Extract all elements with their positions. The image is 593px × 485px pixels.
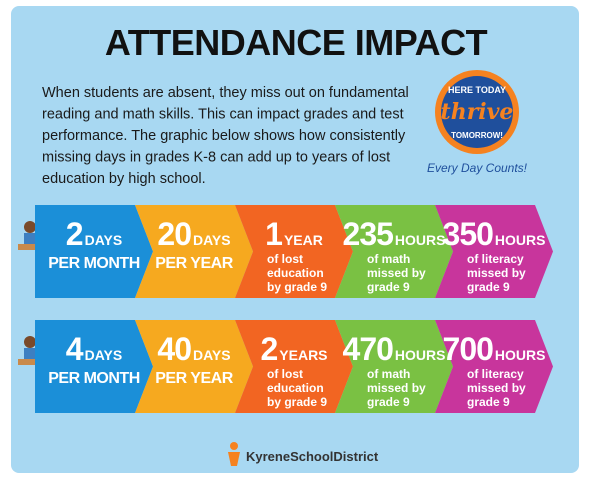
detail: missed by — [367, 266, 426, 280]
headline: 4 DAYS — [66, 331, 122, 367]
unit: DAYS — [193, 347, 231, 363]
detail: PER MONTH — [48, 370, 140, 387]
detail: PER YEAR — [155, 255, 233, 272]
footer: KyreneSchoolDistrict — [228, 442, 379, 466]
arrow — [35, 320, 153, 413]
detail: of lost — [267, 252, 303, 266]
detail: missed by — [367, 381, 426, 395]
unit: HOURS — [495, 347, 546, 363]
headline: 350 HOURS — [443, 216, 546, 252]
detail: by grade 9 — [267, 395, 327, 409]
number: 20 — [157, 216, 191, 252]
arrow — [235, 205, 353, 298]
headline: 40 DAYS — [157, 331, 230, 367]
detail: of math — [367, 252, 410, 266]
detail: grade 9 — [367, 280, 410, 294]
detail: grade 9 — [467, 280, 510, 294]
detail: of literacy — [467, 367, 524, 381]
unit: HOURS — [395, 347, 446, 363]
headline: 2 YEARS — [260, 331, 327, 367]
number: 1 — [265, 216, 282, 252]
number: 40 — [157, 331, 191, 367]
detail: PER MONTH — [48, 255, 140, 272]
detail: missed by — [467, 381, 526, 395]
detail: of literacy — [467, 252, 524, 266]
arrow — [235, 320, 353, 413]
arrow — [35, 205, 153, 298]
badge-tagline: Every Day Counts! — [427, 161, 528, 175]
badge-bottom: TOMORROW! — [451, 131, 503, 140]
arrow — [135, 320, 253, 413]
number: 470 — [343, 331, 394, 367]
arrow — [435, 320, 553, 413]
unit: YEAR — [284, 232, 323, 248]
headline: 1 YEAR — [265, 216, 323, 252]
arrow — [135, 205, 253, 298]
detail: missed by — [467, 266, 526, 280]
badge-disc — [441, 76, 513, 148]
detail: by grade 9 — [267, 280, 327, 294]
intro-line: missing days in grades K-8 can add up to… — [42, 150, 390, 166]
headline: 235 HOURS — [343, 216, 446, 252]
arrow — [335, 320, 453, 413]
number: 235 — [343, 216, 394, 252]
badge-middle: thrive — [441, 99, 514, 125]
arrow — [335, 205, 453, 298]
detail: of lost — [267, 367, 303, 381]
headline: 2 DAYS — [66, 216, 122, 252]
headline: 700 HOURS — [443, 331, 546, 367]
intro: When students are absent, they miss out … — [42, 85, 409, 187]
detail: PER YEAR — [155, 370, 233, 387]
detail: grade 9 — [367, 395, 410, 409]
title: ATTENDANCE IMPACT — [105, 22, 488, 63]
unit: DAYS — [85, 232, 123, 248]
intro-line: performance. The graphic below shows how… — [42, 128, 406, 144]
intro-line: reading and math skills. This can impact… — [42, 107, 404, 123]
badge-top: HERE TODAY — [448, 85, 506, 95]
unit: HOURS — [495, 232, 546, 248]
number: 350 — [443, 216, 494, 252]
intro-line: When students are absent, they miss out … — [42, 85, 409, 101]
detail: education — [267, 266, 324, 280]
unit: DAYS — [85, 347, 123, 363]
footer-logo: KyreneSchoolDistrict — [246, 449, 379, 464]
unit: YEARS — [279, 347, 327, 363]
arrow — [435, 205, 553, 298]
unit: HOURS — [395, 232, 446, 248]
intro-line: education by high school. — [42, 171, 206, 187]
badge: HERE TODAY thrive TOMORROW! Every Day Co… — [427, 70, 528, 175]
number: 2 — [260, 331, 277, 367]
number: 2 — [66, 216, 83, 252]
detail: grade 9 — [467, 395, 510, 409]
number: 700 — [443, 331, 494, 367]
headline: 20 DAYS — [157, 216, 230, 252]
detail: education — [267, 381, 324, 395]
headline: 470 HOURS — [343, 331, 446, 367]
detail: of math — [367, 367, 410, 381]
number: 4 — [66, 331, 84, 367]
unit: DAYS — [193, 232, 231, 248]
